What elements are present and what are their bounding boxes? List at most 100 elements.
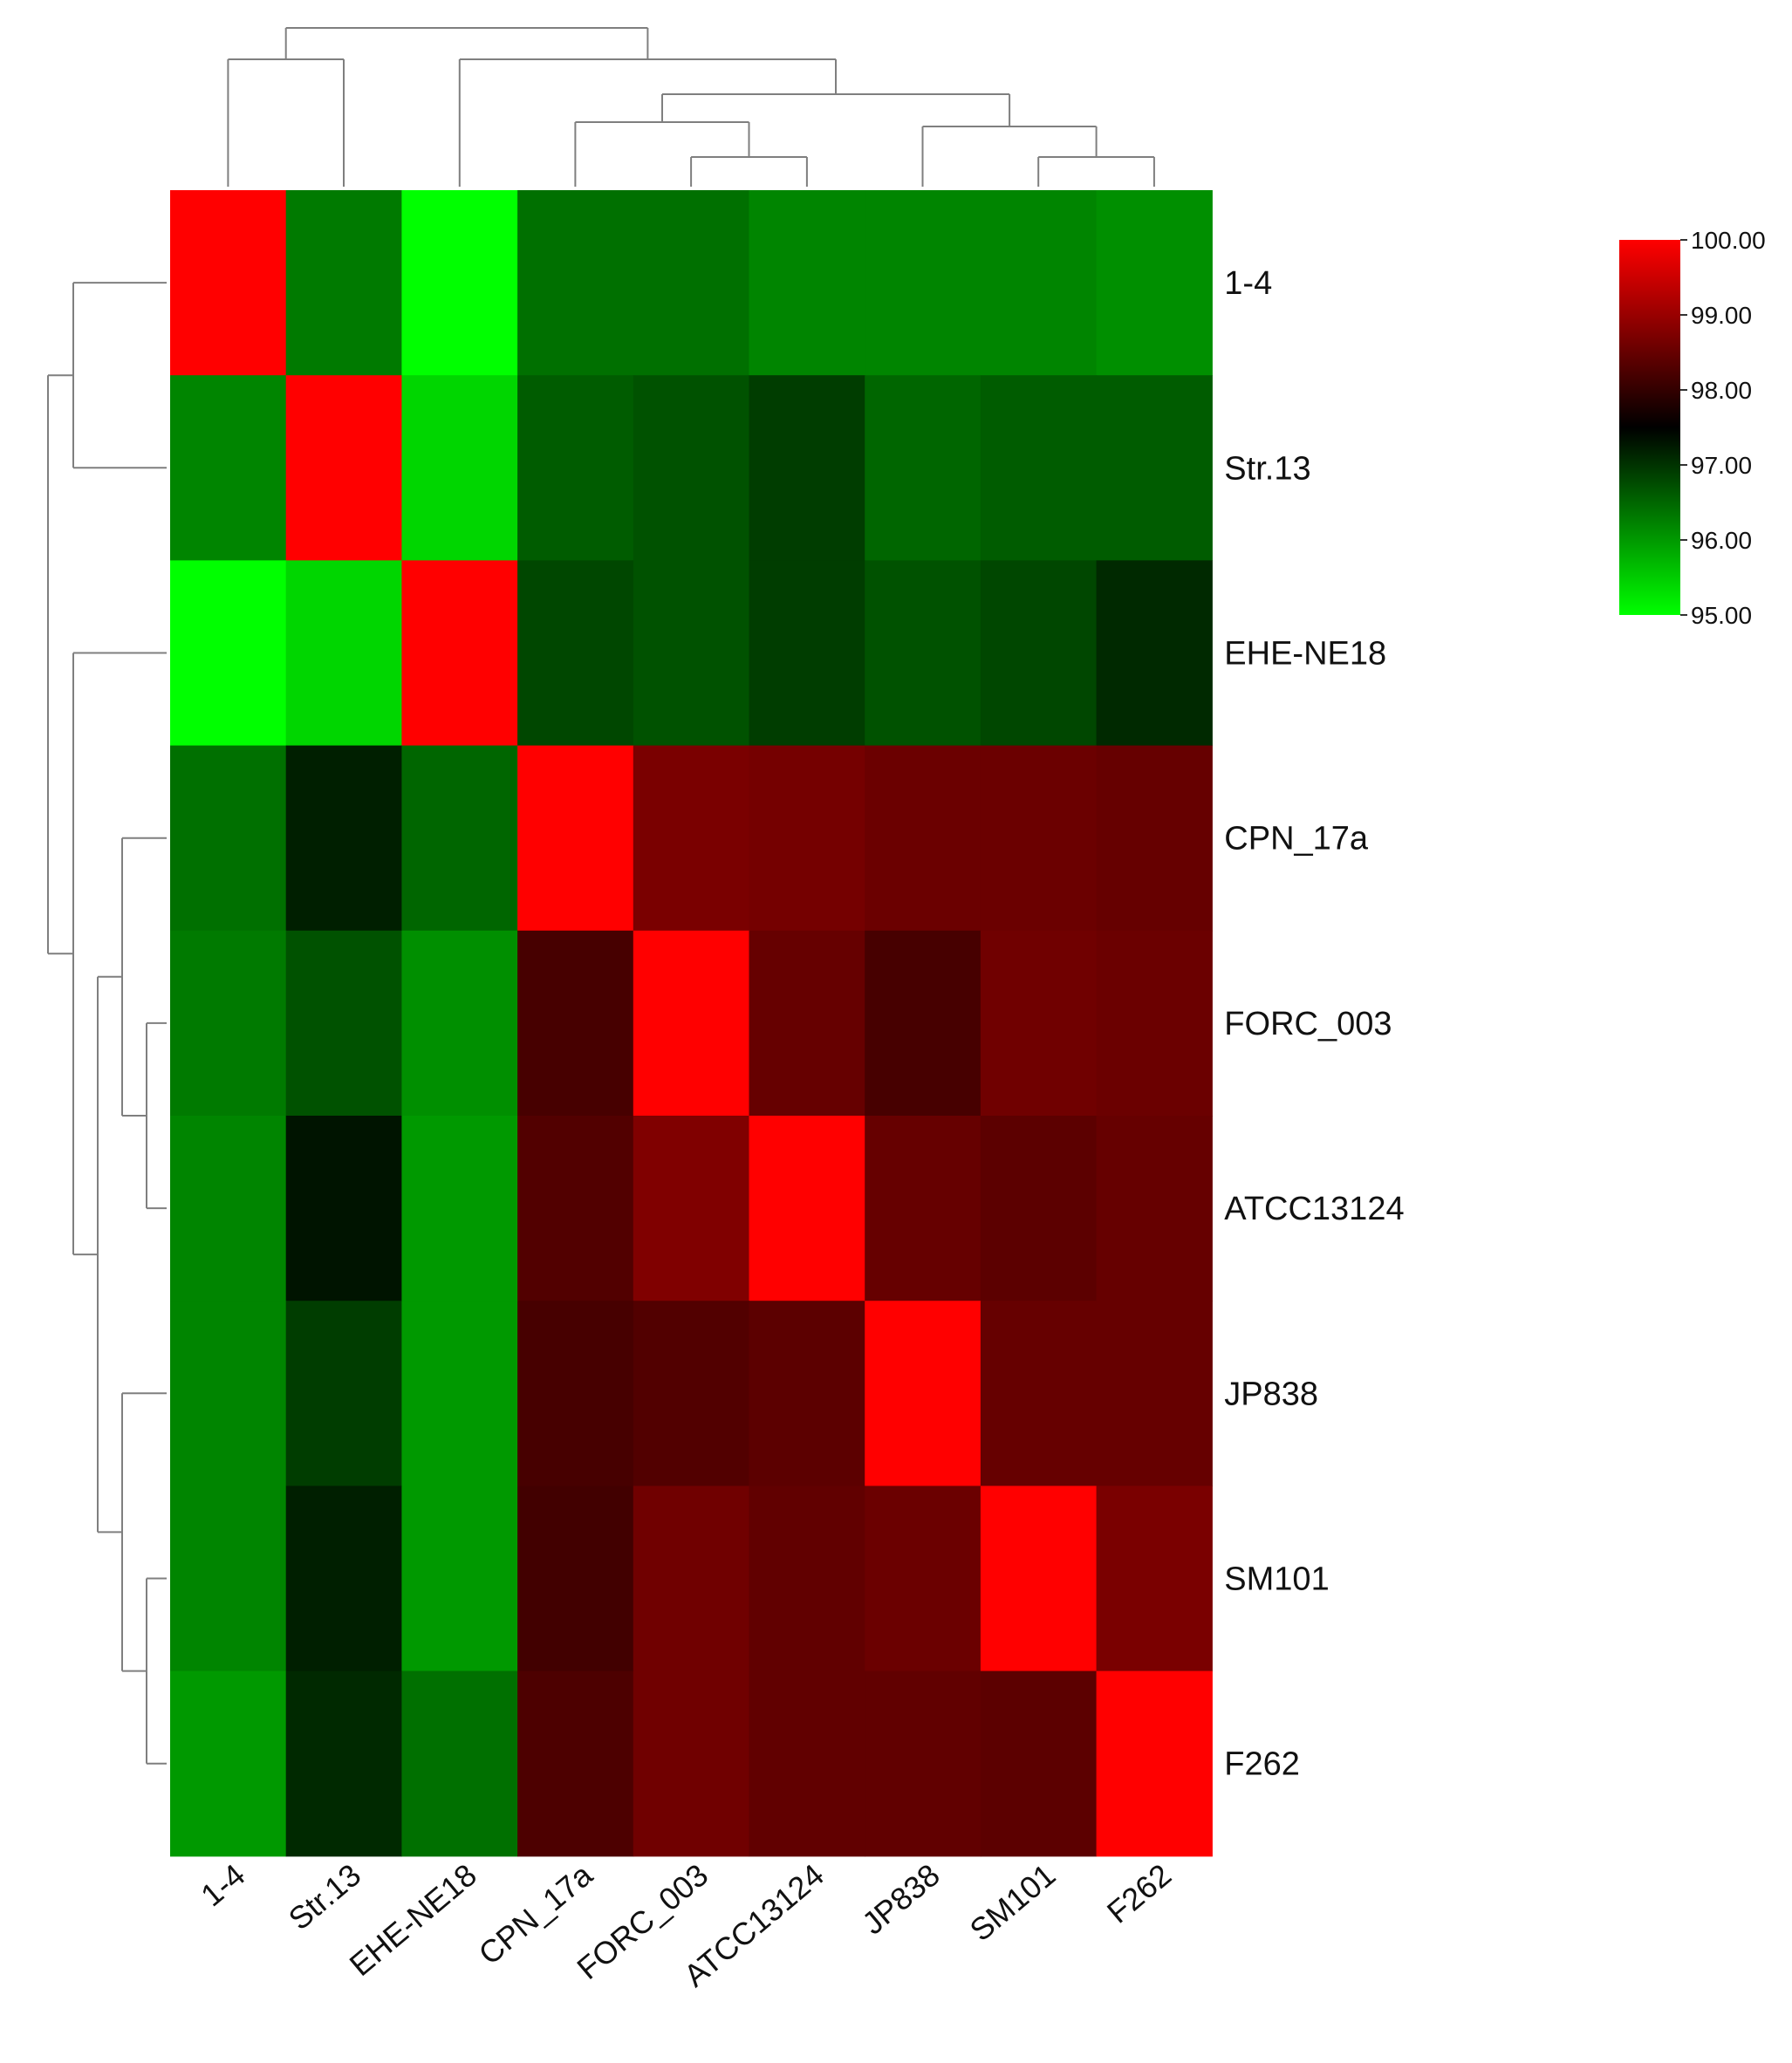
- heatmap-cell: [865, 190, 981, 376]
- heatmap-cell: [749, 375, 865, 561]
- heatmap-cell: [517, 560, 634, 747]
- heatmap-cell: [749, 745, 865, 932]
- row-label: ATCC13124: [1224, 1191, 1404, 1227]
- row-label: F262: [1224, 1746, 1300, 1783]
- heatmap-cell: [633, 190, 750, 376]
- row-label: JP838: [1224, 1376, 1318, 1412]
- legend-tick-label: 98.00: [1691, 377, 1752, 404]
- heatmap-cell: [1096, 930, 1213, 1117]
- heatmap-cell: [980, 375, 1098, 561]
- heatmap-cell: [517, 930, 634, 1117]
- heatmap-cell: [749, 560, 865, 747]
- heatmap-cell: [749, 1116, 865, 1301]
- column-label: SM101: [963, 1857, 1063, 1949]
- heatmap-grid: [170, 190, 1213, 1857]
- row-label: EHE-NE18: [1224, 636, 1386, 673]
- heatmap-cell: [865, 1486, 981, 1672]
- row-label: 1-4: [1224, 265, 1272, 302]
- color-legend-bar: [1619, 240, 1680, 615]
- heatmap-cell: [170, 1670, 287, 1857]
- column-label: 1-4: [194, 1857, 251, 1914]
- heatmap-cell: [170, 1486, 287, 1672]
- legend-tick-label: 97.00: [1691, 452, 1752, 479]
- heatmap-cell: [517, 1486, 634, 1672]
- color-legend: 100.00 99.00 98.00 97.00 96.00 95.00: [1619, 227, 1766, 629]
- heatmap-cell: [633, 1116, 750, 1301]
- heatmap-cell: [749, 930, 865, 1117]
- row-label: FORC_003: [1224, 1006, 1392, 1042]
- heatmap-cell: [170, 1301, 287, 1486]
- heatmap-cell: [170, 560, 287, 747]
- heatmap-cell: [1096, 560, 1213, 747]
- heatmap-cell: [1096, 1116, 1213, 1301]
- heatmap-cell: [401, 930, 518, 1117]
- heatmap-cell: [517, 745, 634, 932]
- heatmap-cell: [401, 745, 518, 932]
- heatmap-cell: [633, 1670, 750, 1857]
- heatmap-cell: [980, 1301, 1098, 1486]
- heatmap-cell: [749, 1670, 865, 1857]
- heatmap-cell: [865, 745, 981, 932]
- heatmap-cell: [1096, 1301, 1213, 1486]
- heatmap-cell: [285, 1670, 402, 1857]
- heatmap-cell: [285, 560, 402, 747]
- heatmap-cell: [285, 745, 402, 932]
- row-labels: 1-4 Str.13 EHE-NE18 CPN_17a FORC_003 ATCC1312…: [1224, 265, 1404, 1783]
- heatmap-cell: [1096, 745, 1213, 932]
- heatmap-cell: [170, 190, 287, 376]
- heatmap-cell: [633, 745, 750, 932]
- heatmap-cell: [517, 1670, 634, 1857]
- column-label: EHE-NE18: [343, 1857, 483, 1984]
- heatmap-cell: [865, 1116, 981, 1301]
- heatmap-cell: [865, 375, 981, 561]
- heatmap-cell: [285, 1301, 402, 1486]
- heatmap-cell: [517, 1301, 634, 1486]
- heatmap-cell: [980, 930, 1098, 1117]
- row-label: Str.13: [1224, 450, 1310, 487]
- heatmap-cell: [401, 1301, 518, 1486]
- row-label: SM101: [1224, 1561, 1329, 1598]
- heatmap-cell: [285, 190, 402, 376]
- heatmap-cell: [1096, 190, 1213, 376]
- heatmap-cell: [980, 190, 1098, 376]
- heatmap-cell: [980, 1486, 1098, 1672]
- row-label: CPN_17a: [1224, 821, 1369, 857]
- heatmap-cell: [749, 1486, 865, 1672]
- heatmap-cell: [401, 1116, 518, 1301]
- column-labels: 1-4 Str.13EHE-NE18CPN_17aFORC_003ATCC1312…: [194, 1856, 1178, 1994]
- heatmap-cell: [401, 375, 518, 561]
- heatmap-cell: [170, 1116, 287, 1301]
- row-dendrogram: [47, 282, 167, 1765]
- heatmap-cell: [749, 190, 865, 376]
- heatmap-cell: [170, 745, 287, 932]
- heatmap-cell: [401, 1670, 518, 1857]
- heatmap-cell: [170, 375, 287, 561]
- heatmap-cell: [517, 1116, 634, 1301]
- heatmap-cell: [980, 1116, 1098, 1301]
- legend-tick-label: 99.00: [1691, 302, 1752, 329]
- heatmap-cell: [633, 375, 750, 561]
- heatmap-cell: [865, 930, 981, 1117]
- legend-tick-label: 100.00: [1691, 227, 1766, 254]
- heatmap-cell: [285, 930, 402, 1117]
- heatmap-cell: [401, 190, 518, 376]
- heatmap-cell: [170, 930, 287, 1117]
- color-legend-ticks: 100.00 99.00 98.00 97.00 96.00 95.00: [1680, 227, 1766, 629]
- column-label: JP838: [855, 1857, 947, 1942]
- heatmap-cell: [865, 1301, 981, 1486]
- heatmap-cell: [285, 1486, 402, 1672]
- heatmap-cell: [401, 560, 518, 747]
- heatmap-cell: [865, 1670, 981, 1857]
- heatmap-cell: [980, 745, 1098, 932]
- heatmap-cell: [980, 560, 1098, 747]
- heatmap-cell: [980, 1670, 1098, 1857]
- heatmap-cell: [285, 375, 402, 561]
- column-dendrogram: [227, 27, 1155, 187]
- heatmap-cell: [1096, 1670, 1213, 1857]
- heatmap-cell: [633, 1486, 750, 1672]
- heatmap-cell: [865, 560, 981, 747]
- heatmap-cell: [633, 560, 750, 747]
- heatmap-cell: [401, 1486, 518, 1672]
- legend-tick-label: 95.00: [1691, 602, 1752, 629]
